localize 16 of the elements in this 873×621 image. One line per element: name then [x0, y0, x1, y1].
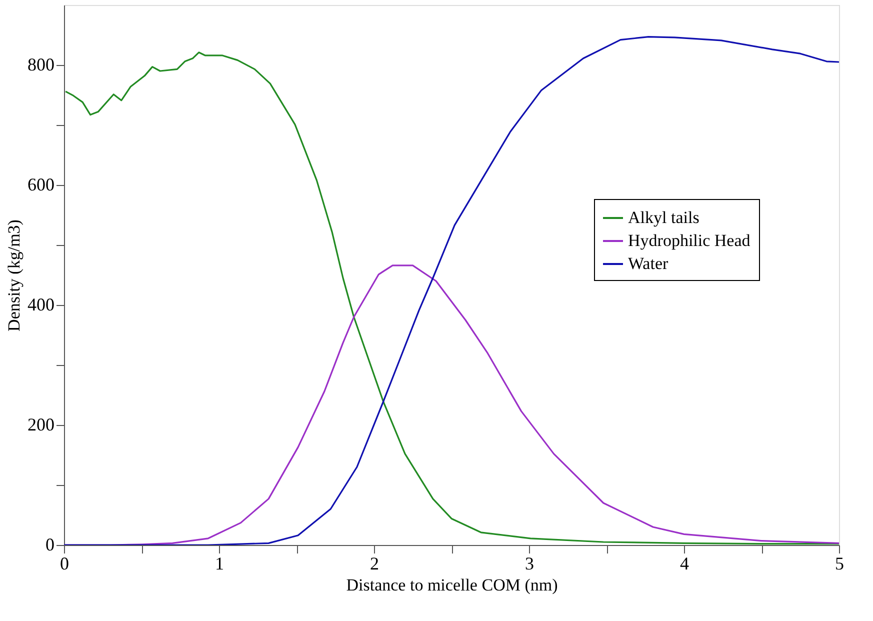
- legend-label: Hydrophilic Head: [628, 231, 751, 250]
- x-tick-label: 3: [525, 554, 534, 574]
- y-axis-title: Density (kg/m3): [4, 220, 24, 332]
- x-tick-label: 1: [215, 554, 224, 574]
- x-tick-label: 5: [835, 554, 844, 574]
- x-tick-label: 4: [680, 554, 689, 574]
- y-tick-label: 800: [28, 54, 54, 74]
- y-tick-label: 200: [28, 414, 54, 434]
- x-tick-label: 0: [60, 554, 69, 574]
- legend-label: Alkyl tails: [628, 208, 700, 227]
- legend-label: Water: [628, 254, 668, 273]
- y-tick-label: 400: [28, 294, 54, 314]
- y-tick-label: 600: [28, 174, 54, 194]
- x-axis-title: Distance to micelle COM (nm): [346, 576, 558, 594]
- x-tick-label: 2: [370, 554, 379, 574]
- y-tick-label: 0: [46, 534, 54, 554]
